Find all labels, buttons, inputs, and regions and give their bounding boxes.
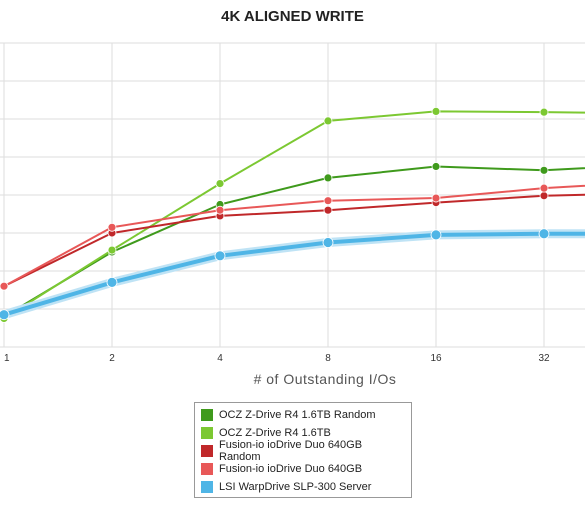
series-4 xyxy=(0,228,585,321)
data-point xyxy=(215,205,225,215)
x-tick-label: 4 xyxy=(217,353,223,364)
legend-item: Fusion-io ioDrive Duo 640GB Random xyxy=(201,439,405,463)
legend-swatch xyxy=(201,427,213,439)
x-tick-label: 8 xyxy=(325,353,331,364)
data-point xyxy=(323,173,333,183)
series-3 xyxy=(0,183,585,291)
grid-lines xyxy=(0,42,585,348)
data-point xyxy=(214,250,226,262)
legend-label: OCZ Z-Drive R4 1.6TB xyxy=(219,427,331,439)
data-point xyxy=(431,107,441,116)
data-point xyxy=(539,191,549,201)
data-point xyxy=(0,281,9,291)
series-layer xyxy=(0,107,585,323)
series-line xyxy=(3,231,585,317)
data-point xyxy=(107,222,117,232)
data-point xyxy=(539,165,549,175)
legend-item: OCZ Z-Drive R4 1.6TB xyxy=(201,424,405,442)
legend-item: Fusion-io ioDrive Duo 640GB xyxy=(201,460,405,478)
data-point xyxy=(323,196,333,206)
data-point xyxy=(431,193,441,203)
legend: OCZ Z-Drive R4 1.6TB Random OCZ Z-Drive R… xyxy=(194,402,412,498)
x-tick-label: 16 xyxy=(430,353,442,364)
chart-title: 4K ALIGNED WRITE xyxy=(221,8,364,25)
x-tick-label: 1 xyxy=(4,353,10,364)
data-point xyxy=(106,276,118,288)
data-point xyxy=(430,229,442,241)
legend-item: LSI WarpDrive SLP-300 Server xyxy=(201,478,405,496)
legend-item: OCZ Z-Drive R4 1.6TB Random xyxy=(201,406,405,424)
data-point xyxy=(539,107,549,117)
legend-swatch xyxy=(201,463,213,475)
x-tick-labels: 1248163264 xyxy=(4,353,550,364)
data-point xyxy=(323,205,333,215)
legend-label: LSI WarpDrive SLP-300 Server xyxy=(219,481,372,493)
line-chart-plot: 1248163264 xyxy=(0,42,585,364)
data-point xyxy=(322,237,334,248)
legend-label: Fusion-io ioDrive Duo 640GB Random xyxy=(219,439,363,463)
data-point xyxy=(539,183,549,193)
data-point xyxy=(0,309,10,321)
x-tick-label: 32 xyxy=(538,353,550,364)
data-point xyxy=(538,228,550,240)
legend-label: OCZ Z-Drive R4 1.6TB Random xyxy=(219,409,376,421)
data-point xyxy=(107,245,117,255)
legend-swatch xyxy=(201,409,213,421)
legend-swatch xyxy=(201,445,213,457)
series-line xyxy=(3,165,585,318)
legend-label: Fusion-io ioDrive Duo 640GB xyxy=(219,463,363,475)
data-point xyxy=(431,162,441,171)
x-tick-label: 2 xyxy=(109,353,115,364)
legend-swatch xyxy=(201,481,213,493)
data-point xyxy=(215,179,225,189)
series-1 xyxy=(0,107,585,323)
data-point xyxy=(323,116,333,126)
x-axis-label: # of Outstanding I/Os xyxy=(253,371,397,387)
